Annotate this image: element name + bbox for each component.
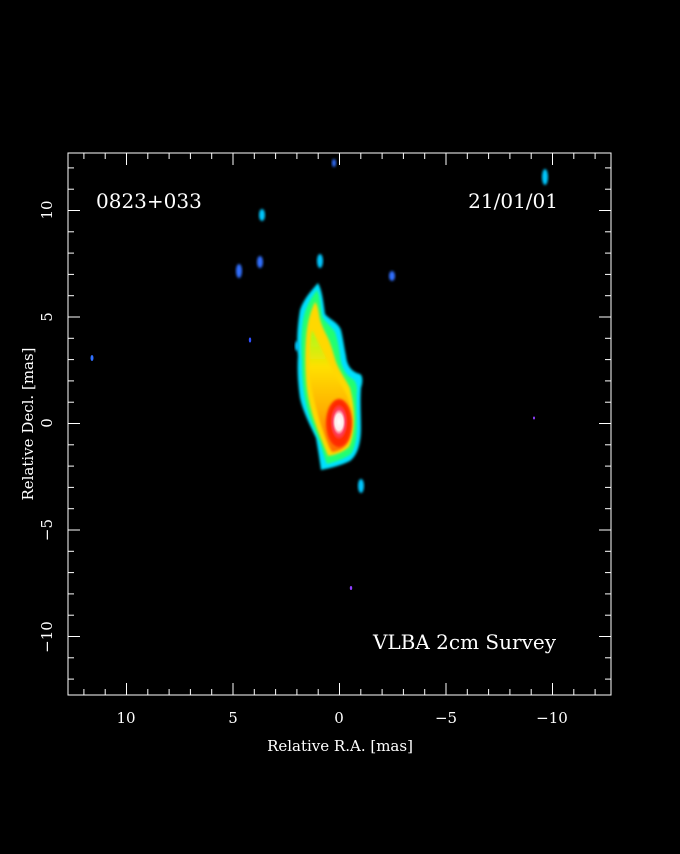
noise-blob (259, 209, 265, 221)
noise-blob (90, 355, 94, 361)
noise-blob (257, 256, 263, 268)
y-tick-label: 5 (38, 312, 56, 322)
x-axis-title: Relative R.A. [mas] (267, 737, 413, 755)
noise-blob (349, 586, 353, 590)
noise-blob (389, 271, 395, 281)
x-tick-label: 10 (116, 709, 135, 727)
noise-blob (248, 337, 252, 343)
source-name-label: 0823+033 (96, 189, 202, 213)
x-tick-label: 5 (228, 709, 238, 727)
survey-label: VLBA 2cm Survey (372, 630, 557, 654)
y-tick-label: 0 (38, 418, 56, 428)
noise-blob (317, 254, 323, 268)
noise-blob (533, 416, 535, 420)
y-axis-title: Relative Decl. [mas] (19, 347, 37, 500)
noise-blob (295, 341, 299, 351)
noise-blob (236, 264, 242, 278)
x-tick-label: 0 (334, 709, 344, 727)
y-tick-label: −10 (38, 621, 56, 653)
noise-blob (542, 169, 548, 185)
x-tick-label: −5 (435, 709, 457, 727)
emission-peak (330, 404, 348, 440)
radio-emission (90, 159, 548, 590)
y-tick-label: −5 (38, 519, 56, 541)
epoch-label: 21/01/01 (468, 189, 558, 213)
noise-blob (332, 159, 336, 167)
noise-blob (358, 479, 364, 493)
axis-ticks (68, 153, 611, 695)
y-tick-label: 10 (38, 200, 56, 219)
x-tick-label: −10 (536, 709, 568, 727)
